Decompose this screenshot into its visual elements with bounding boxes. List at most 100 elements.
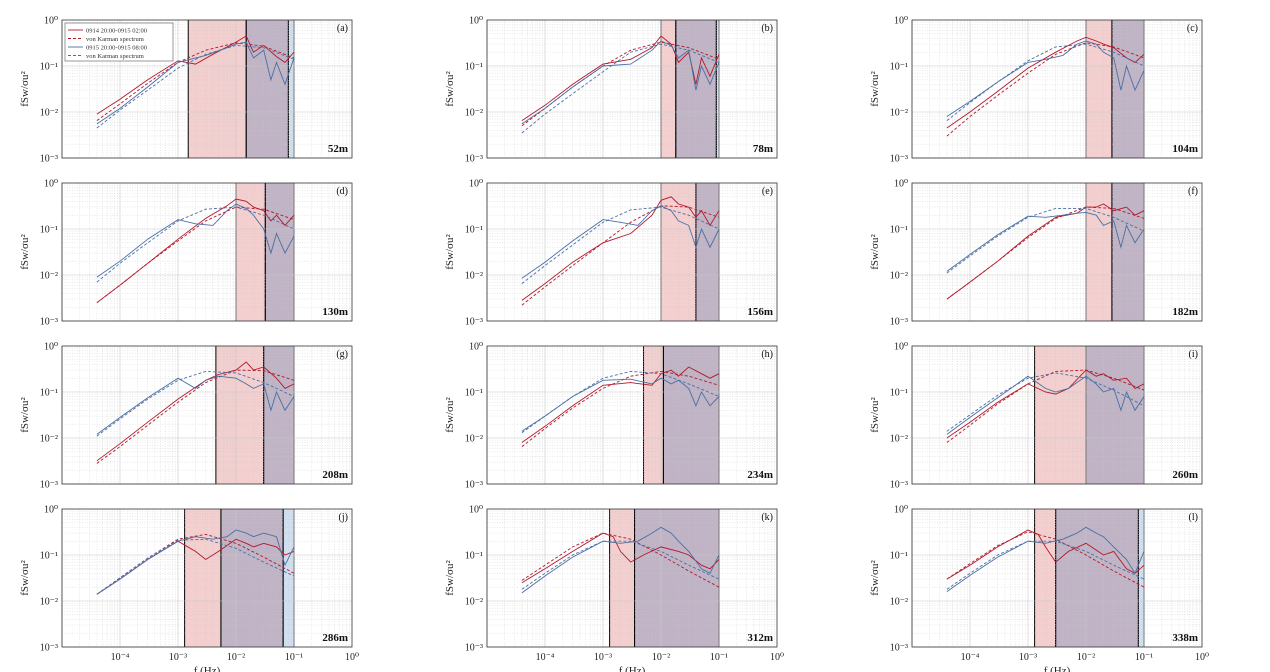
y-tick-label: 10⁻¹ (465, 551, 483, 562)
height-label: 52m (328, 143, 348, 155)
y-axis-label: fSw/σu² (869, 71, 881, 107)
axes-box (486, 345, 778, 485)
y-tick-label: 10⁻¹ (890, 62, 908, 73)
height-label: 338m (1172, 632, 1198, 644)
series-line-4 (96, 44, 295, 129)
series-line-3 (521, 526, 720, 594)
legend-box (64, 22, 174, 62)
y-tick-label: 10⁰ (44, 16, 58, 27)
shaded-band-blue (716, 20, 719, 158)
shaded-band-red (609, 509, 635, 647)
y-tick-label: 10⁻³ (40, 317, 58, 328)
series-line-1 (946, 529, 1145, 580)
panel-j: 10⁻³ 10⁻² 10⁻¹ 10⁰ 10⁻⁴ 10⁻³ 10⁻² 10⁻¹ 10⁰ f (Hz)… (19, 505, 359, 672)
x-tick-label: 10⁻⁴ (536, 652, 555, 663)
series-line-4 (946, 540, 1145, 590)
panel-i: 10⁻³ 10⁻² 10⁻¹ 10⁰ fSw/σu² (i) 260m (869, 342, 1203, 491)
height-label: 156m (747, 306, 773, 318)
series-line-1 (96, 361, 295, 462)
y-tick-label: 10⁻³ (40, 643, 58, 654)
panel-h: 10⁻³ 10⁻² 10⁻¹ 10⁰ fSw/σu² (h) 234m (444, 342, 778, 491)
panel-label: (b) (761, 23, 773, 34)
y-tick-label: 10⁻¹ (465, 62, 483, 73)
series-line-3 (96, 529, 295, 595)
height-label: 78m (753, 143, 773, 155)
series-line-1 (521, 532, 720, 584)
plot-area (912, 20, 1202, 158)
height-label: 286m (322, 632, 348, 644)
y-tick-label: 10⁻¹ (890, 551, 908, 562)
y-axis-label: fSw/σu² (444, 560, 456, 596)
x-tick-label: 10⁻¹ (285, 652, 303, 663)
y-tick-label: 10⁻¹ (890, 225, 908, 236)
shaded-band-purple (1111, 20, 1144, 158)
series-line-3 (946, 211, 1145, 272)
x-tick-label: 10⁻³ (594, 652, 612, 663)
y-tick-label: 10⁻³ (465, 643, 483, 654)
axes-box (486, 19, 778, 159)
series-line-1 (521, 196, 720, 301)
shaded-band-red (1034, 346, 1086, 484)
series-line-2 (946, 42, 1145, 137)
x-tick-label: 10⁻² (652, 652, 670, 663)
y-tick-label: 10⁰ (469, 179, 483, 190)
y-axis-label: fSw/σu² (869, 560, 881, 596)
shaded-band-purple (634, 509, 719, 647)
x-tick-label: 10⁻² (227, 652, 245, 663)
axes-box (61, 508, 353, 648)
shaded-band-red (643, 346, 664, 484)
x-axis-label: f (Hz) (619, 665, 646, 672)
height-label: 260m (1172, 469, 1198, 481)
shaded-band-red (1086, 20, 1112, 158)
y-tick-label: 10⁻³ (890, 317, 908, 328)
y-axis-label: fSw/σu² (444, 71, 456, 107)
x-axis-label: f (Hz) (1044, 665, 1071, 672)
panel-label: (h) (761, 349, 773, 360)
y-tick-label: 10⁻³ (40, 154, 58, 165)
panel-c: 10⁻³ 10⁻² 10⁻¹ 10⁰ fSw/σu² (c) 104m (869, 16, 1203, 165)
series-line-2 (521, 205, 720, 306)
series-line-2 (96, 369, 295, 464)
panel-e: 10⁻³ 10⁻² 10⁻¹ 10⁰ fSw/σu² (e) 156m (444, 179, 778, 328)
shaded-band-blue (288, 20, 294, 158)
panel-l: 10⁻³ 10⁻² 10⁻¹ 10⁰ 10⁻⁴ 10⁻³ 10⁻² 10⁻¹ 10⁰ f (Hz)… (869, 505, 1209, 672)
panel-label: (a) (337, 23, 348, 34)
series-line-1 (946, 369, 1145, 439)
y-tick-label: 10⁰ (894, 16, 908, 27)
y-axis-label: fSw/σu² (444, 234, 456, 270)
height-label: 182m (1172, 306, 1198, 318)
panel-k: 10⁻³ 10⁻² 10⁻¹ 10⁰ 10⁻⁴ 10⁻³ 10⁻² 10⁻¹ 10⁰ f (Hz)… (444, 505, 784, 672)
legend-entry: 0915 20:00-0915 08:00 (86, 44, 147, 51)
y-tick-label: 10⁻¹ (40, 551, 58, 562)
x-tick-label: 10⁻⁴ (111, 652, 130, 663)
series-line-3 (946, 375, 1145, 435)
series-line-4 (96, 538, 295, 595)
panel-label: (l) (1189, 512, 1198, 523)
shaded-band-red (184, 509, 221, 647)
panel-label: (j) (339, 512, 348, 523)
y-tick-label: 10⁻² (465, 434, 483, 445)
x-tick-label: 10⁻¹ (1135, 652, 1153, 663)
x-tick-label: 10⁻³ (1019, 652, 1037, 663)
series-line-3 (96, 375, 295, 435)
y-tick-label: 10⁻² (890, 108, 908, 119)
y-tick-label: 10⁻² (465, 108, 483, 119)
axes-box (61, 19, 353, 159)
plot-area (62, 346, 352, 484)
y-tick-label: 10⁻³ (890, 480, 908, 491)
series-line-4 (521, 43, 720, 134)
y-axis-label: fSw/σu² (869, 397, 881, 433)
shaded-band-purple (1111, 183, 1144, 321)
x-tick-label: 10⁰ (345, 652, 359, 663)
y-tick-label: 10⁻³ (40, 480, 58, 491)
panel-label: (f) (1188, 186, 1198, 197)
axes-box (486, 182, 778, 322)
shaded-band-purple (695, 183, 719, 321)
shaded-band-purple (1055, 509, 1139, 647)
shaded-band-purple (1086, 346, 1144, 484)
series-line-3 (521, 205, 720, 279)
shaded-band-red (236, 183, 266, 321)
panel-label: (g) (336, 349, 348, 360)
y-tick-label: 10⁰ (469, 505, 483, 516)
